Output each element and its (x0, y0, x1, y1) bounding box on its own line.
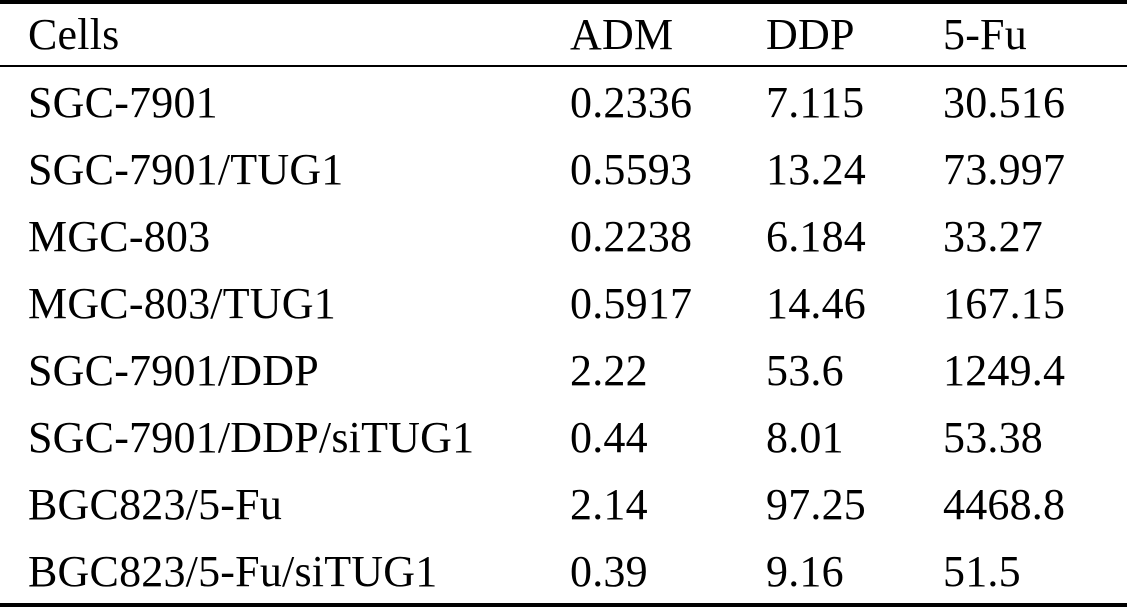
table-row: SGC-7901 0.2336 7.115 30.516 (0, 67, 1127, 134)
adm-value: 0.5917 (570, 278, 693, 328)
cell-line-name: SGC-7901/DDP/siTUG1 (28, 412, 475, 462)
table-row: MGC-803/TUG1 0.5917 14.46 167.15 (0, 268, 1127, 335)
ddp-value: 8.01 (766, 412, 844, 462)
fu-value: 167.15 (943, 278, 1066, 328)
table-row: BGC823/5-Fu/siTUG1 0.39 9.16 51.5 (0, 536, 1127, 603)
fu-value: 51.5 (943, 546, 1021, 596)
adm-value: 2.22 (570, 345, 648, 395)
fu-value: 4468.8 (943, 479, 1066, 529)
adm-value: 0.44 (570, 412, 648, 462)
table-row: BGC823/5-Fu 2.14 97.25 4468.8 (0, 469, 1127, 536)
adm-value: 0.2238 (570, 211, 693, 261)
table-row: SGC-7901/TUG1 0.5593 13.24 73.997 (0, 134, 1127, 201)
adm-value: 0.2336 (570, 77, 693, 127)
cell-line-name: MGC-803/TUG1 (28, 278, 336, 328)
table-row: MGC-803 0.2238 6.184 33.27 (0, 201, 1127, 268)
ddp-value: 53.6 (766, 345, 844, 395)
adm-value: 0.39 (570, 546, 648, 596)
table-header-row: Cells ADM DDP 5-Fu (0, 4, 1127, 67)
ddp-value: 6.184 (766, 211, 866, 261)
ddp-value: 97.25 (766, 479, 866, 529)
cell-line-name: MGC-803 (28, 211, 211, 261)
ddp-value: 13.24 (766, 144, 866, 194)
column-header-ddp: DDP (766, 9, 855, 59)
fu-value: 1249.4 (943, 345, 1066, 395)
adm-value: 0.5593 (570, 144, 693, 194)
table-row: SGC-7901/DDP/siTUG1 0.44 8.01 53.38 (0, 402, 1127, 469)
cell-line-name: SGC-7901/TUG1 (28, 144, 344, 194)
adm-value: 2.14 (570, 479, 648, 529)
column-header-5fu: 5-Fu (943, 9, 1027, 59)
fu-value: 30.516 (943, 77, 1066, 127)
fu-value: 53.38 (943, 412, 1043, 462)
ddp-value: 14.46 (766, 278, 866, 328)
column-header-cells: Cells (28, 9, 120, 59)
ddp-value: 7.115 (766, 77, 865, 127)
column-header-adm: ADM (570, 9, 674, 59)
table-row: SGC-7901/DDP 2.22 53.6 1249.4 (0, 335, 1127, 402)
fu-value: 33.27 (943, 211, 1043, 261)
cell-line-name: BGC823/5-Fu (28, 479, 283, 529)
cell-line-name: BGC823/5-Fu/siTUG1 (28, 546, 438, 596)
ddp-value: 9.16 (766, 546, 844, 596)
cell-line-name: SGC-7901/DDP (28, 345, 319, 395)
fu-value: 73.997 (943, 144, 1066, 194)
cell-line-name: SGC-7901 (28, 77, 218, 127)
